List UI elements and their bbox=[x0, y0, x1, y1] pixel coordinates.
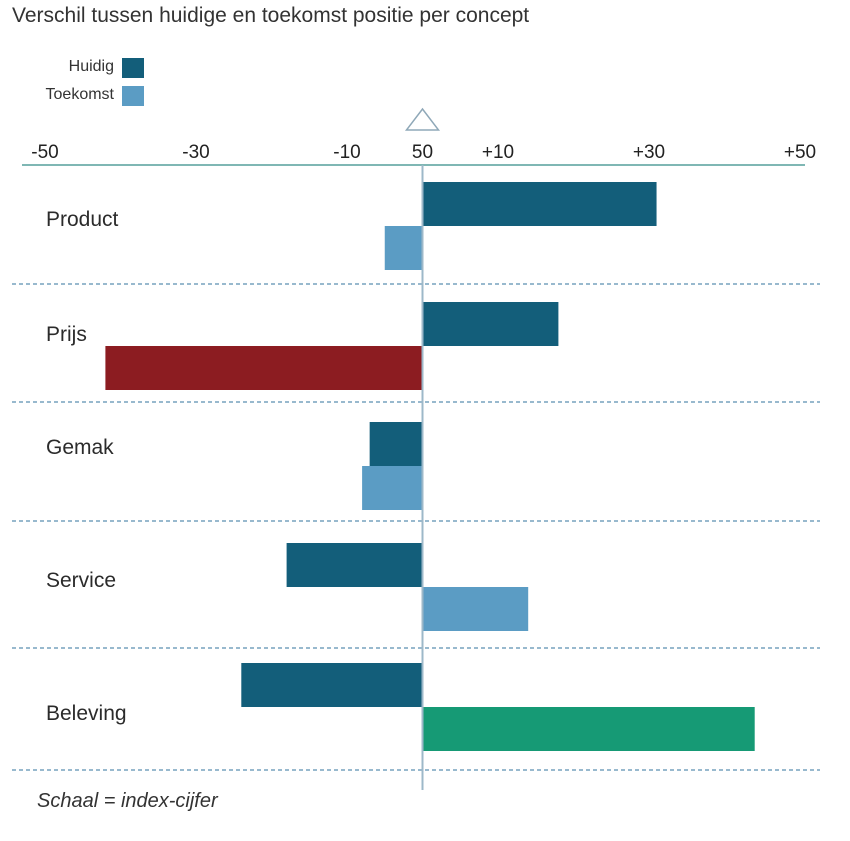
category-label: Gemak bbox=[46, 436, 114, 459]
x-tick-label: 50 bbox=[412, 142, 433, 163]
legend-swatch-huidig bbox=[122, 58, 144, 78]
bar-beleving-toekomst bbox=[422, 707, 755, 751]
bar-product-toekomst bbox=[384, 226, 423, 270]
x-tick-label: +50 bbox=[784, 142, 816, 163]
legend-label-toekomst: Toekomst bbox=[45, 86, 114, 103]
bar-beleving-huidig bbox=[241, 663, 423, 707]
bar-gemak-toekomst bbox=[362, 466, 423, 510]
category-label: Product bbox=[46, 208, 119, 231]
category-label: Beleving bbox=[46, 702, 127, 725]
category-label: Prijs bbox=[46, 323, 87, 346]
bar-service-toekomst bbox=[422, 587, 529, 631]
legend-item-toekomst: Toekomst bbox=[20, 86, 144, 108]
category-label: Service bbox=[46, 569, 116, 592]
x-tick-label: -30 bbox=[182, 142, 209, 163]
bar-service-huidig bbox=[286, 543, 423, 587]
bar-prijs-toekomst bbox=[105, 346, 423, 390]
legend-item-huidig: Huidig bbox=[20, 58, 144, 80]
x-tick-label: -50 bbox=[31, 142, 58, 163]
footnote: Schaal = index-cijfer bbox=[37, 790, 218, 812]
bar-gemak-huidig bbox=[369, 422, 423, 466]
x-tick-label: +30 bbox=[633, 142, 665, 163]
legend-label-huidig: Huidig bbox=[68, 58, 114, 75]
bar-prijs-huidig bbox=[422, 302, 559, 346]
legend-swatch-toekomst bbox=[122, 86, 144, 106]
x-tick-label: +10 bbox=[482, 142, 514, 163]
bar-product-huidig bbox=[422, 182, 657, 226]
chart-title: Verschil tussen huidige en toekomst posi… bbox=[12, 4, 530, 27]
reference-triangle-marker bbox=[404, 107, 441, 131]
x-tick-label: -10 bbox=[333, 142, 360, 163]
